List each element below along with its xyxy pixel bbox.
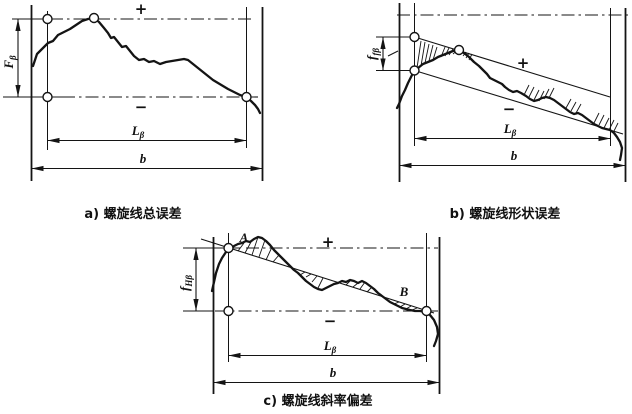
figure-a-L-beta-sub: β [139, 130, 145, 140]
figure-b: + − ffβ Lβ b b) 螺旋线形状误差 [364, 3, 628, 222]
figure-b-L-beta-sub: β [511, 128, 517, 138]
figure-a: + − Fβ Lβ b a) 螺旋线总误差 [1, 0, 264, 222]
figure-c: + − A B fHβ Lβ b c) 螺旋线斜率偏差 [177, 230, 441, 409]
figure-c-circle-bottom-left [223, 305, 234, 317]
figure-b-f-fbeta-sub: fβ [371, 48, 381, 56]
figure-a-circle-top-left [42, 13, 53, 25]
figure-b-hatch-end [593, 112, 619, 134]
figure-b-band-upper-line [414, 36, 611, 98]
figure-c-f-Hbeta-main: f [177, 285, 192, 291]
figure-a-minus-sign: − [135, 98, 148, 116]
figure-b-circle-upper [409, 31, 420, 43]
figure-c-point-A-label: A [239, 230, 249, 245]
figure-c-circle-bottom-right [421, 305, 432, 317]
figure-b-circle-peak [453, 44, 465, 56]
figure-c-L-beta-sub: β [331, 345, 337, 355]
figure-a-caption: a) 螺旋线总误差 [84, 206, 181, 222]
figure-c-plus-sign: + [322, 233, 335, 251]
figure-a-helix-trace [31, 16, 262, 115]
figure-c-hatch-mid-left [299, 271, 324, 289]
figure-b-b-label: b [511, 148, 518, 163]
figure-b-circle-lower [409, 65, 420, 76]
figure-b-band-lower-line [414, 69, 624, 135]
figure-a-L-beta-main: L [131, 123, 140, 138]
figure-a-L-beta-label: Lβ [131, 123, 145, 140]
figure-c-f-Hbeta-label: fHβ [177, 275, 194, 291]
figure-c-L-beta-label: Lβ [323, 338, 337, 355]
figure-b-helix-trace [395, 48, 624, 162]
figure-c-hatch-near-B [393, 301, 418, 311]
figure-b-plus-sign: + [517, 54, 530, 72]
figure-c-L-beta-main: L [323, 338, 332, 353]
figure-a-F-beta-sub: β [8, 55, 18, 61]
figure-a-F-beta-label: Fβ [1, 55, 18, 70]
figure-a-b-label: b [140, 151, 147, 166]
figure-c-point-B-label: B [399, 284, 409, 299]
figure-a-circle-bottom-left [42, 91, 53, 103]
figure-b-caption: b) 螺旋线形状误差 [450, 206, 561, 222]
figure-b-hatch-middle [523, 84, 555, 102]
figure-a-F-beta-main: F [1, 60, 16, 70]
figure-a-circle-bottom-right [241, 91, 252, 103]
figure-c-b-label: b [330, 365, 337, 380]
figure-a-plus-sign: + [135, 0, 148, 18]
figure-c-minus-sign: − [324, 312, 337, 330]
figure-c-hatch-mid-right [345, 279, 373, 293]
figure-b-hatch-left [416, 40, 438, 69]
figure-b-f-fbeta-main: f [364, 54, 379, 60]
figure-c-circle-A [223, 242, 234, 254]
figure-b-minus-sign: − [503, 100, 516, 118]
figure-b-L-beta-label: Lβ [503, 121, 517, 138]
figure-c-hatch-hump [237, 236, 280, 263]
figure-c-f-Hbeta-sub: Hβ [184, 275, 194, 288]
figure-a-circle-peak [88, 12, 100, 24]
figure-c-mean-helix-line [200, 238, 435, 314]
figure-b-hatch-right [565, 98, 582, 114]
figure-b-L-beta-main: L [503, 121, 512, 136]
figure-b-break-tick [387, 50, 399, 57]
figure-c-caption: c) 螺旋线斜率偏差 [263, 393, 372, 409]
figure-b-f-fbeta-label: ffβ [364, 48, 381, 60]
